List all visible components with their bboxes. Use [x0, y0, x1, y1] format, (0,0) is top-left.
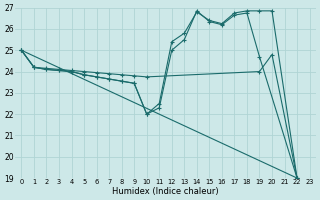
X-axis label: Humidex (Indice chaleur): Humidex (Indice chaleur) [112, 187, 219, 196]
